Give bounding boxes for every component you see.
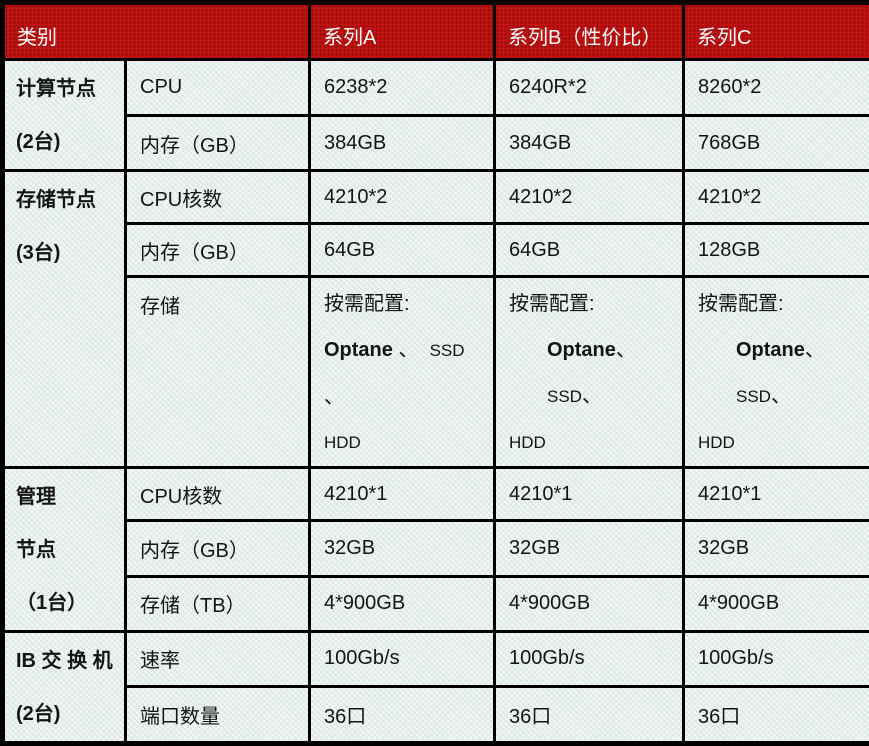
optane-label: Optane <box>547 339 616 361</box>
value-cell: 8260*2 <box>684 60 869 116</box>
group-cell-compute-nodes: 计算节点 (2台) <box>3 60 126 171</box>
value-cell: 100Gb/s <box>684 632 869 687</box>
storage-media-line: Optane、SSD、 <box>509 327 678 420</box>
group-name-line: 存储节点 <box>16 174 122 227</box>
value-cell: 36口 <box>495 686 684 743</box>
separator: 、 <box>582 385 602 407</box>
optane-label: Optane <box>736 339 805 361</box>
storage-config-line: 按需配置: <box>324 281 489 327</box>
table-row: 存储（TB） 4*900GB 4*900GB 4*900GB <box>3 576 869 631</box>
table-row: 存储 按需配置: Optane 、 SSD 、 HDD 按需配置: Optane… <box>3 277 869 468</box>
value-cell: 4*900GB <box>310 576 495 631</box>
storage-cell-series-a: 按需配置: Optane 、 SSD 、 HDD <box>310 277 495 468</box>
table-row: 端口数量 36口 36口 36口 <box>3 686 869 743</box>
value-cell: 100Gb/s <box>310 632 495 687</box>
value-cell: 4210*2 <box>310 171 495 224</box>
value-cell: 384GB <box>495 116 684 171</box>
group-count-line: (3台) <box>16 227 122 280</box>
value-cell: 4210*1 <box>310 468 495 521</box>
table-row: IB 交 换 机 (2台) 速率 100Gb/s 100Gb/s 100Gb/s <box>3 632 869 687</box>
value-cell: 6240R*2 <box>495 60 684 116</box>
separator: 、 <box>616 339 636 361</box>
header-cell-series-c: 系列C <box>684 3 869 60</box>
group-cell-management-node: 管理 节点 （1台） <box>3 468 126 632</box>
storage-config-line: 按需配置: <box>509 281 678 327</box>
value-cell: 4210*2 <box>684 171 869 224</box>
table-row: 计算节点 (2台) CPU 6238*2 6240R*2 8260*2 <box>3 60 869 116</box>
row-label-memory: 内存（GB） <box>126 224 310 277</box>
value-cell: 4*900GB <box>684 576 869 631</box>
row-label-storage-tb: 存储（TB） <box>126 576 310 631</box>
separator: 、 <box>393 339 430 361</box>
storage-media-line: Optane 、 SSD 、 <box>324 327 489 420</box>
table-row: 存储节点 (3台) CPU核数 4210*2 4210*2 4210*2 <box>3 171 869 224</box>
group-name-line: IB 交 换 机 <box>16 635 122 688</box>
group-name-line: 节点 <box>16 524 122 577</box>
row-label-memory: 内存（GB） <box>126 521 310 576</box>
value-cell: 4210*1 <box>684 468 869 521</box>
table-row: 内存（GB） 384GB 384GB 768GB <box>3 116 869 171</box>
group-count-line: (2台) <box>16 688 122 741</box>
header-cell-series-b: 系列B（性价比） <box>495 3 684 60</box>
header-cell-category: 类别 <box>3 3 310 60</box>
value-cell: 64GB <box>310 224 495 277</box>
hdd-label: HDD <box>698 420 865 466</box>
separator: 、 <box>805 339 825 361</box>
ssd-label: SSD <box>430 341 465 360</box>
row-label-memory: 内存（GB） <box>126 116 310 171</box>
ssd-label: SSD <box>736 387 771 406</box>
group-count-line: （1台） <box>16 577 122 630</box>
table-row: 内存（GB） 32GB 32GB 32GB <box>3 521 869 576</box>
table-row: 管理 节点 （1台） CPU核数 4210*1 4210*1 4210*1 <box>3 468 869 521</box>
storage-cell-series-c: 按需配置: Optane、SSD、 HDD <box>684 277 869 468</box>
storage-cell-series-b: 按需配置: Optane、SSD、 HDD <box>495 277 684 468</box>
value-cell: 32GB <box>310 521 495 576</box>
row-label-cpu-cores: CPU核数 <box>126 468 310 521</box>
value-cell: 128GB <box>684 224 869 277</box>
table-header-row: 类别 系列A 系列B（性价比） 系列C <box>3 3 869 60</box>
group-cell-ib-switch: IB 交 换 机 (2台) <box>3 632 126 744</box>
storage-media-line: Optane、SSD、 <box>698 327 865 420</box>
value-cell: 32GB <box>684 521 869 576</box>
group-name-line: 计算节点 <box>16 63 122 116</box>
value-cell: 64GB <box>495 224 684 277</box>
group-count-line: (2台) <box>16 116 122 169</box>
row-label-speed: 速率 <box>126 632 310 687</box>
value-cell: 4*900GB <box>495 576 684 631</box>
row-label-cpu-cores: CPU核数 <box>126 171 310 224</box>
row-label-storage: 存储 <box>126 277 310 468</box>
table-row: 内存（GB） 64GB 64GB 128GB <box>3 224 869 277</box>
value-cell: 100Gb/s <box>495 632 684 687</box>
separator: 、 <box>771 385 791 407</box>
value-cell: 768GB <box>684 116 869 171</box>
value-cell: 32GB <box>495 521 684 576</box>
hdd-label: HDD <box>509 420 678 466</box>
value-cell: 36口 <box>684 686 869 743</box>
group-name-line: 管理 <box>16 471 122 524</box>
value-cell: 4210*1 <box>495 468 684 521</box>
optane-label: Optane <box>324 339 393 361</box>
value-cell: 6238*2 <box>310 60 495 116</box>
row-label-cpu: CPU <box>126 60 310 116</box>
row-label-port-count: 端口数量 <box>126 686 310 743</box>
value-cell: 36口 <box>310 686 495 743</box>
ssd-label: SSD <box>547 387 582 406</box>
value-cell: 384GB <box>310 116 495 171</box>
header-cell-series-a: 系列A <box>310 3 495 60</box>
value-cell: 4210*2 <box>495 171 684 224</box>
group-cell-storage-nodes: 存储节点 (3台) <box>3 171 126 468</box>
hdd-label: HDD <box>324 420 489 466</box>
storage-config-line: 按需配置: <box>698 281 865 327</box>
